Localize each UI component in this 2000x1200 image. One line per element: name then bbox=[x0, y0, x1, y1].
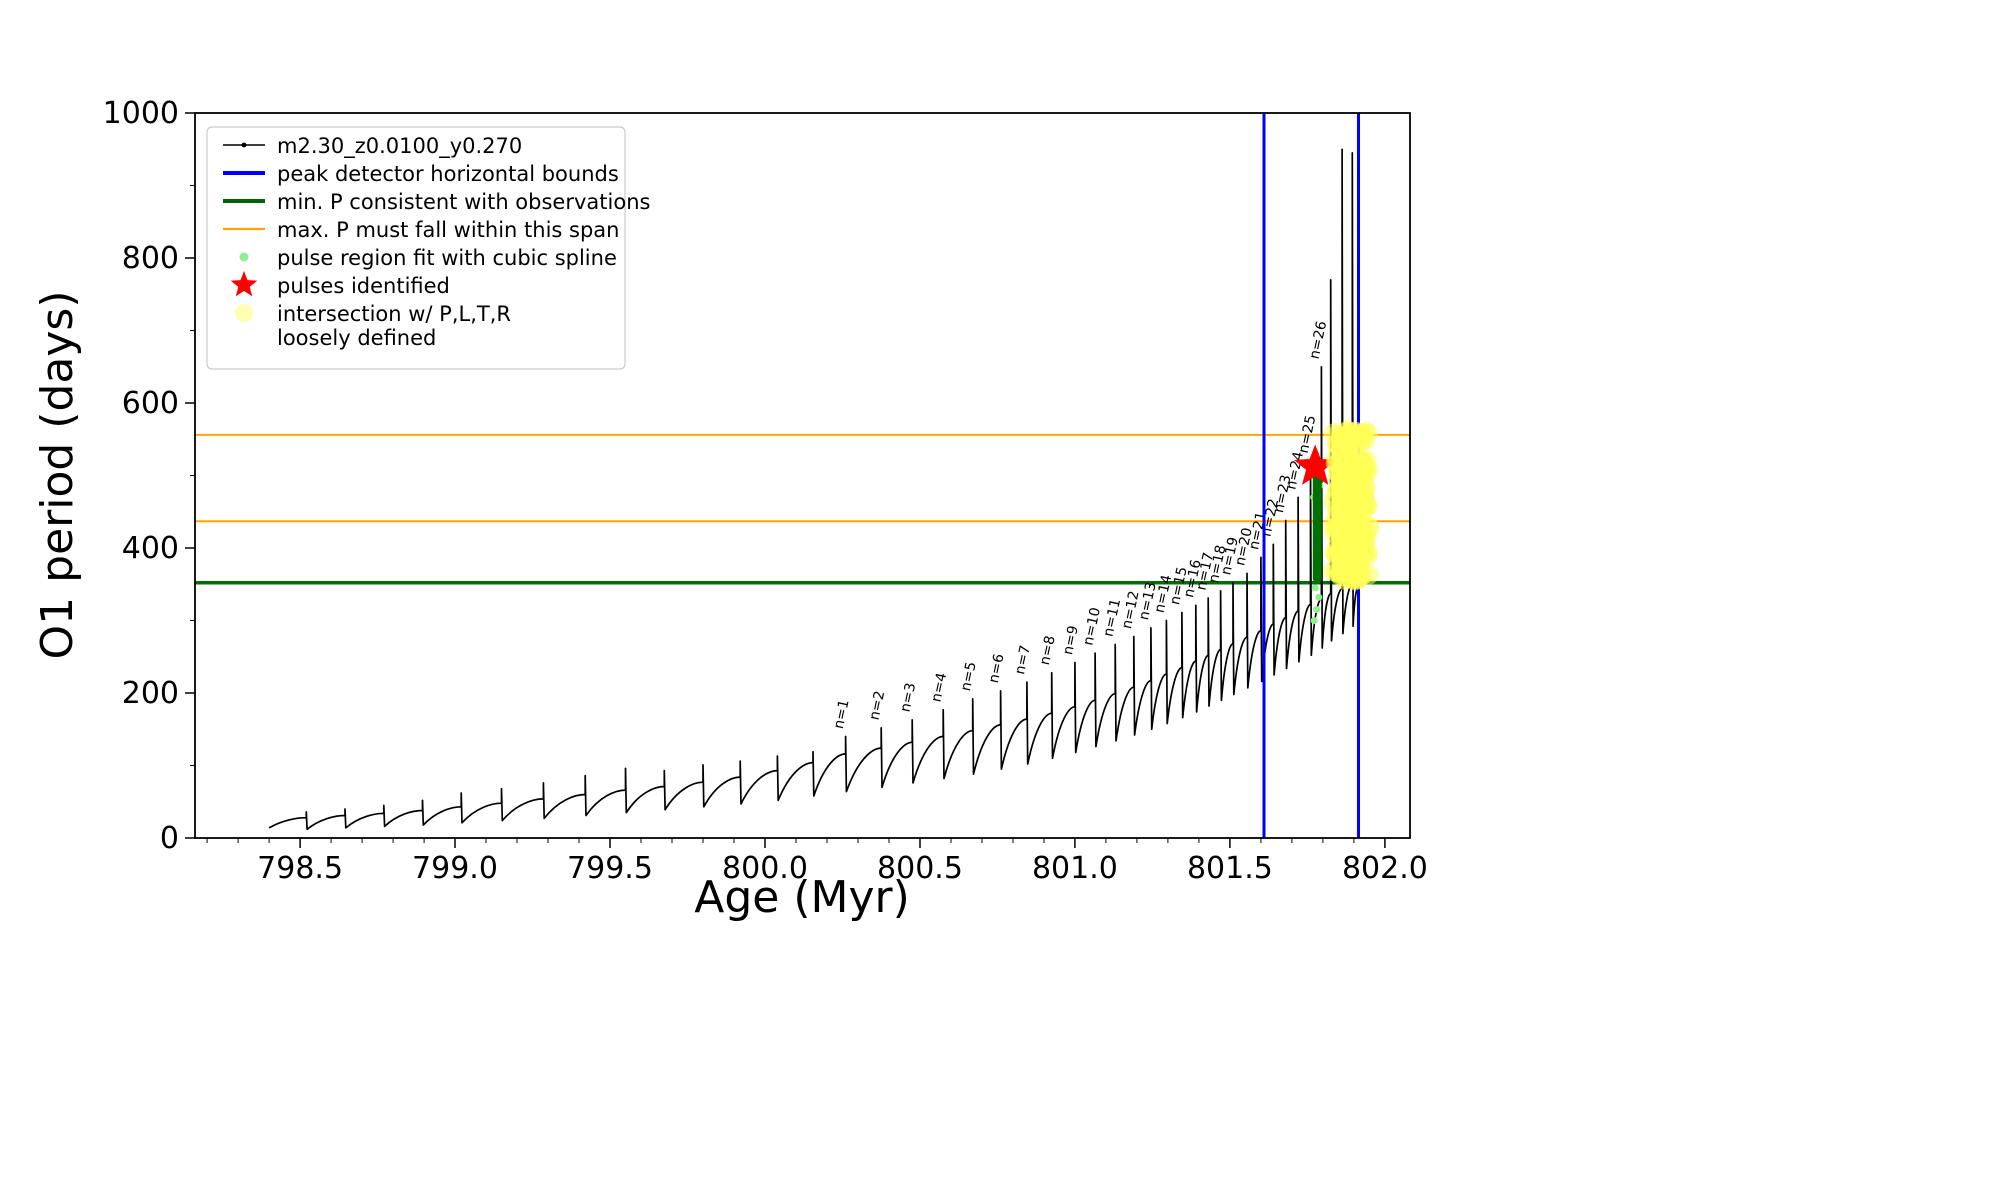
legend-marker-5 bbox=[230, 271, 258, 297]
pulse-label-n24: n=24 bbox=[1283, 450, 1307, 491]
intersection-point bbox=[1349, 470, 1366, 488]
legend-marker-0 bbox=[223, 142, 265, 148]
pulse-label-n8: n=8 bbox=[1037, 634, 1059, 666]
x-tick-label: 800.5 bbox=[877, 851, 963, 886]
pulse-label-n25: n=25 bbox=[1296, 414, 1320, 455]
series-curve bbox=[268, 148, 1360, 831]
pulse-label-n15: n=15 bbox=[1167, 565, 1191, 606]
legend-label-4: pulse region fit with cubic spline bbox=[277, 246, 617, 270]
intersection-point bbox=[1345, 536, 1362, 554]
pulse-label-n7: n=7 bbox=[1012, 644, 1034, 676]
legend-label-2: min. P consistent with observations bbox=[277, 190, 650, 214]
intersection-point bbox=[1355, 451, 1374, 470]
intersection-point bbox=[1338, 442, 1357, 461]
pulse-label-n23: n=23 bbox=[1271, 473, 1295, 514]
pulse-label-n17: n=17 bbox=[1193, 551, 1217, 592]
legend-box bbox=[206, 126, 626, 370]
x-tick-label: 802.0 bbox=[1342, 851, 1428, 886]
intersection-point bbox=[1344, 425, 1364, 445]
pulse-label-n9: n=9 bbox=[1060, 624, 1082, 656]
x-axis-label: Age (Myr) bbox=[694, 872, 910, 923]
pulse-label-n11: n=11 bbox=[1100, 597, 1124, 638]
pulse-label-n6: n=6 bbox=[986, 652, 1008, 684]
pulse-label-n13: n=13 bbox=[1136, 581, 1160, 622]
legend-label-5: pulses identified bbox=[277, 274, 450, 298]
legend-label-6: loosely defined bbox=[277, 326, 436, 350]
pulse-label-n2: n=2 bbox=[866, 689, 888, 721]
pulse-label-n18: n=18 bbox=[1206, 544, 1230, 585]
x-tick-label: 799.0 bbox=[412, 851, 498, 886]
legend-dot-icon bbox=[241, 142, 247, 148]
intersection-point bbox=[1356, 516, 1379, 539]
x-tick-label: 798.5 bbox=[257, 851, 343, 886]
pulse-label-n4: n=4 bbox=[928, 671, 950, 703]
pulse-label-n1: n=1 bbox=[831, 698, 853, 730]
legend-label-0: m2.30_z0.0100_y0.270 bbox=[277, 134, 522, 159]
x-tick-label: 801.0 bbox=[1032, 851, 1118, 886]
intersection-point bbox=[1357, 545, 1376, 564]
pulse-region-point bbox=[1313, 606, 1321, 614]
pulse-label-n20: n=20 bbox=[1232, 526, 1256, 567]
intersection-point bbox=[1322, 514, 1345, 537]
pulse-label-n26: n=26 bbox=[1307, 320, 1331, 361]
intersection-point bbox=[1342, 487, 1360, 505]
intersection-point bbox=[1334, 502, 1352, 520]
x-tick-label: 801.5 bbox=[1187, 851, 1273, 886]
pulse-label-n14: n=14 bbox=[1152, 573, 1176, 614]
intersection-point bbox=[1330, 565, 1345, 580]
pulse-label-n10: n=10 bbox=[1080, 606, 1104, 647]
legend-label-3: max. P must fall within this span bbox=[277, 218, 619, 242]
pulse-region-point bbox=[1315, 593, 1323, 601]
pulse-region-point bbox=[1310, 617, 1318, 624]
intersection-region bbox=[1322, 420, 1380, 591]
y-tick-label: 800 bbox=[122, 241, 179, 276]
y-axis-label: O1 period (days) bbox=[32, 291, 83, 660]
legend-label-1: peak detector horizontal bounds bbox=[277, 162, 619, 186]
legend-dot-icon bbox=[239, 252, 249, 262]
y-tick-label: 1000 bbox=[103, 96, 179, 131]
y-tick-label: 200 bbox=[122, 676, 179, 711]
y-tick-label: 0 bbox=[160, 821, 179, 856]
pulse-label-n16: n=16 bbox=[1181, 558, 1205, 599]
legend-marker-6 bbox=[235, 304, 253, 322]
intersection-point bbox=[1346, 565, 1367, 586]
pulse-label-n19: n=19 bbox=[1218, 536, 1242, 577]
legend-star-icon bbox=[230, 271, 258, 297]
y-tick-label: 600 bbox=[122, 386, 179, 421]
pulse-label-n12: n=12 bbox=[1119, 589, 1143, 630]
legend-dot-icon bbox=[235, 304, 253, 322]
x-tick-label: 800.0 bbox=[722, 851, 808, 886]
intersection-point bbox=[1328, 539, 1350, 561]
pulse-label-n5: n=5 bbox=[958, 660, 980, 692]
pulse-label-n3: n=3 bbox=[897, 681, 919, 713]
y-tick-label: 400 bbox=[122, 531, 179, 566]
x-tick-label: 799.5 bbox=[567, 851, 653, 886]
pulse-region-point bbox=[1311, 584, 1319, 592]
legend-label-6: intersection w/ P,L,T,R bbox=[277, 302, 511, 326]
legend-marker-4 bbox=[239, 252, 249, 262]
